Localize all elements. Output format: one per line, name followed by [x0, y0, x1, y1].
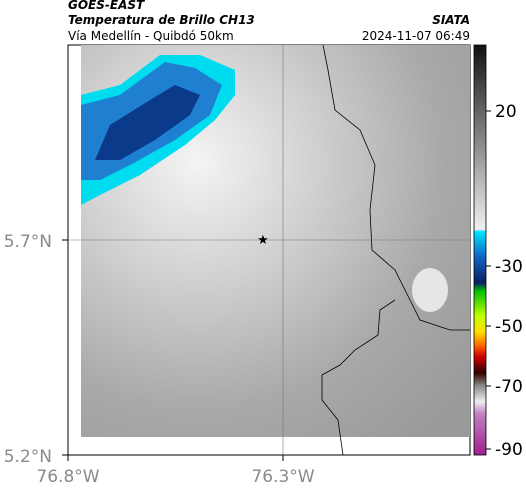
colorbar-label: -70 — [495, 377, 523, 397]
lat-label: 5.2°N — [4, 447, 52, 467]
title: GOES-EAST — [68, 0, 145, 12]
colorbar-label: 20 — [495, 102, 517, 122]
location-star: ★ — [257, 233, 269, 248]
timestamp: 2024-11-07 06:49 — [362, 29, 470, 43]
lon-label: 76.8°W — [36, 467, 99, 487]
subtitle: Temperatura de Brillo CH13 — [68, 13, 255, 27]
colorbar: 20 -30 -50 -70 -90 — [473, 44, 523, 460]
map: ★ 5.7°N 5.2°N 76.8°W 76.3°W — [4, 44, 471, 487]
border-line — [321, 299, 396, 456]
border-line — [322, 44, 470, 331]
colorbar-bar — [473, 44, 487, 456]
location: Vía Medellín - Quibdó 50km — [68, 29, 234, 43]
source: SIATA — [432, 13, 470, 27]
colorbar-label: -90 — [495, 440, 523, 460]
colorbar-label: -30 — [495, 257, 523, 277]
lon-label: 76.3°W — [251, 467, 314, 487]
warm-spot — [412, 268, 448, 312]
colorbar-label: -50 — [495, 317, 523, 337]
lat-label: 5.7°N — [4, 232, 52, 252]
cloud-core — [95, 85, 200, 160]
